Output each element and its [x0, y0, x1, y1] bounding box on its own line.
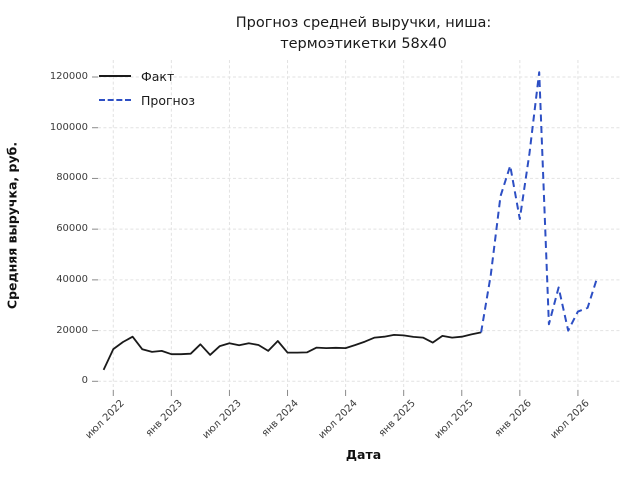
legend-label-fact: Факт — [141, 68, 175, 84]
fact-line — [102, 331, 482, 371]
legend-item-fact: Факт — [99, 64, 195, 88]
y-tick-label: 60000 — [56, 223, 88, 235]
legend: Факт Прогноз — [99, 64, 195, 112]
forecast-line-swatch-icon — [99, 99, 131, 101]
y-tick-label: 80000 — [56, 172, 88, 184]
x-axis-label: Дата — [345, 447, 382, 462]
chart-title: Прогноз средней выручки, ниша: термоэтик… — [105, 13, 622, 55]
legend-label-forecast: Прогноз — [141, 92, 196, 108]
legend-item-forecast: Прогноз — [99, 88, 195, 112]
y-tick-label: 0 — [81, 375, 88, 387]
y-tick-label: 40000 — [56, 273, 88, 285]
y-tick-label: 100000 — [49, 121, 88, 133]
chart-title-line2: термоэтикетки 58x40 — [280, 36, 447, 52]
y-tick-label: 20000 — [56, 324, 88, 336]
y-tick-label: 120000 — [49, 71, 88, 82]
chart-title-line1: Прогноз средней выручки, ниша: — [235, 15, 492, 31]
forecast-line — [480, 71, 599, 333]
fact-line-swatch-icon — [99, 75, 131, 77]
